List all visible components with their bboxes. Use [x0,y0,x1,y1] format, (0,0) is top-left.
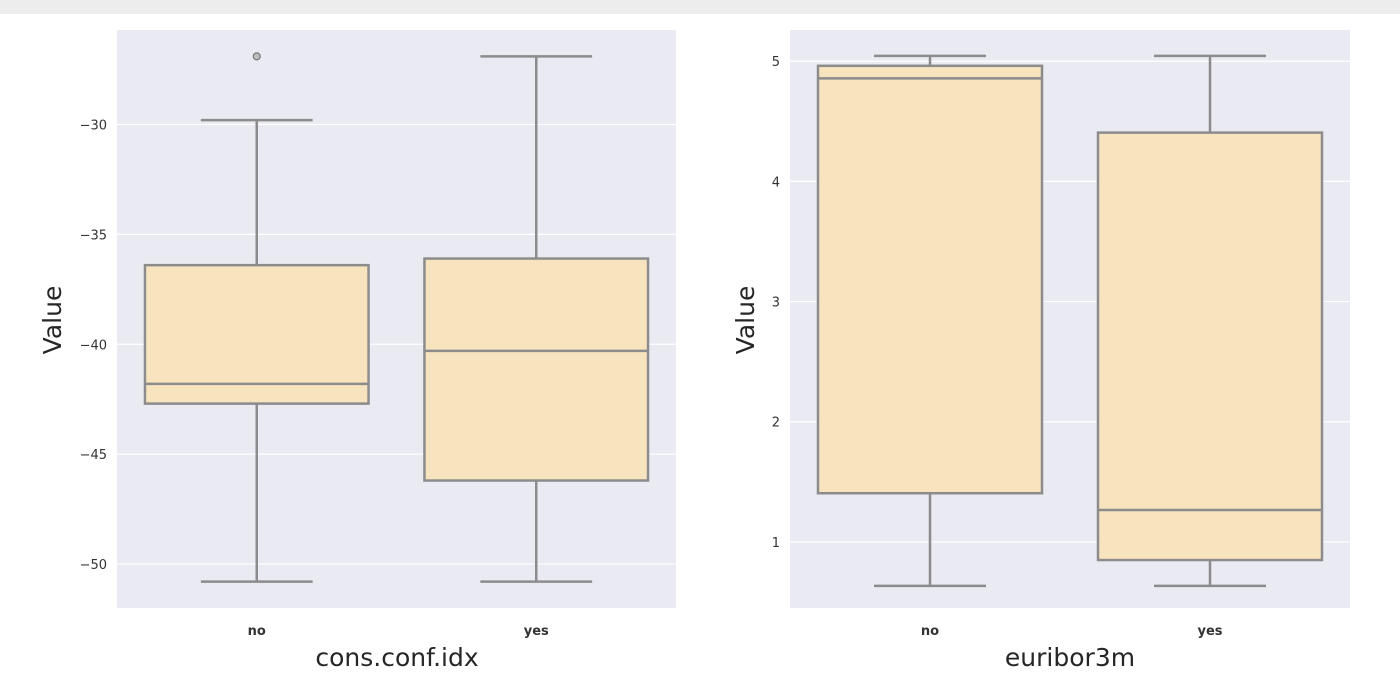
box-body [143,263,370,405]
top-strip [0,0,1400,14]
x-tick-label: yes [524,624,549,639]
chart-euribor3m: euribor3m Value 1 2 3 4 5 no yes [731,30,1350,672]
y-tick-label: −30 [80,119,107,134]
y-tick-label: 2 [772,416,780,431]
y-tick-label: −45 [80,448,107,463]
box-body [816,64,1044,495]
x-axis-title: euribor3m [1005,643,1135,672]
x-tick-label: no [921,624,939,639]
outlier-point [252,52,261,61]
x-tick-label: no [248,624,266,639]
box-body [1096,131,1324,562]
y-tick-label: −50 [80,558,107,573]
y-tick-label: −35 [80,228,107,243]
box-body [423,257,650,482]
y-axis-title: Value [731,286,760,355]
y-tick-label: 1 [772,536,780,551]
x-tick-label: yes [1197,624,1222,639]
y-tick-label: 3 [772,296,780,311]
y-tick-label: −40 [80,338,107,353]
y-tick-label: 5 [772,55,780,70]
y-tick-label: 4 [772,175,780,190]
x-axis-title: cons.conf.idx [315,643,478,672]
chart-cons-conf-idx: cons.conf.idx Value −50 −45 −40 −35 −30 no yes [38,30,676,672]
y-axis-title: Value [38,286,67,355]
